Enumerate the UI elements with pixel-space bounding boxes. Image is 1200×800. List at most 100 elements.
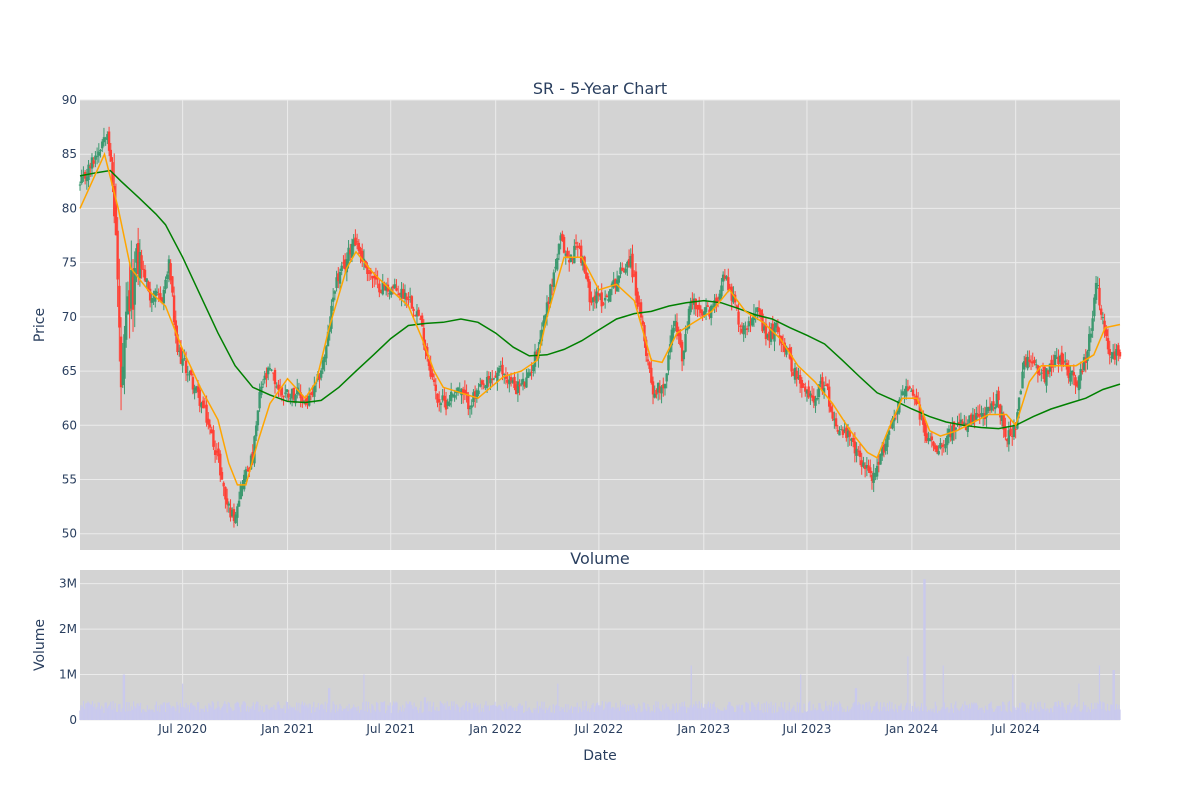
volume-bar bbox=[700, 703, 703, 720]
volume-bar bbox=[381, 702, 383, 720]
volume-bar bbox=[502, 711, 504, 720]
price-candle bbox=[1082, 357, 1086, 371]
price-candle bbox=[160, 297, 164, 304]
price-candle bbox=[720, 285, 723, 297]
price-candle bbox=[997, 390, 1000, 401]
price-candle bbox=[188, 372, 191, 374]
price-candle bbox=[147, 281, 150, 292]
volume-bar bbox=[781, 707, 784, 720]
volume-bar bbox=[207, 711, 209, 720]
volume-bar bbox=[659, 710, 662, 720]
volume-bar bbox=[537, 713, 540, 720]
price-candle bbox=[737, 311, 740, 325]
volume-bar bbox=[943, 702, 945, 720]
volume-bar bbox=[380, 701, 382, 720]
price-candle bbox=[290, 388, 294, 398]
price-candle bbox=[882, 444, 886, 453]
price-candle bbox=[200, 402, 203, 408]
price-candle bbox=[244, 469, 248, 479]
price-candle bbox=[826, 383, 829, 387]
volume-bar bbox=[585, 701, 587, 720]
volume-bar bbox=[920, 703, 923, 720]
volume-y-axis-label: Volume bbox=[32, 619, 48, 671]
volume-bar bbox=[244, 702, 246, 720]
volume-bar bbox=[318, 709, 321, 720]
price-candle bbox=[990, 403, 993, 411]
volume-bar bbox=[80, 705, 82, 720]
volume-bar bbox=[959, 708, 961, 720]
volume-bar bbox=[933, 712, 935, 720]
price-candle bbox=[870, 474, 874, 481]
volume-bar bbox=[738, 704, 740, 720]
price-candle bbox=[869, 467, 872, 474]
volume-bar bbox=[1069, 702, 1071, 720]
price-candle bbox=[270, 369, 273, 371]
price-candle bbox=[1098, 287, 1101, 306]
volume-bar bbox=[603, 708, 606, 720]
volume-bar bbox=[762, 712, 764, 720]
volume-bar bbox=[235, 702, 237, 720]
price-candle bbox=[906, 388, 910, 391]
price-candle bbox=[862, 462, 865, 467]
volume-bar bbox=[527, 708, 529, 720]
price-candle bbox=[763, 326, 766, 331]
volume-bar bbox=[356, 710, 358, 720]
price-candle bbox=[845, 427, 848, 438]
volume-bar bbox=[402, 704, 404, 720]
price-candle bbox=[349, 249, 352, 255]
volume-bar bbox=[90, 704, 93, 720]
price-candle bbox=[1058, 355, 1062, 362]
price-candle bbox=[631, 253, 634, 278]
volume-bar bbox=[285, 701, 288, 720]
volume-bar bbox=[145, 712, 147, 720]
volume-bar bbox=[583, 710, 585, 720]
volume-bar bbox=[260, 710, 262, 720]
price-candle bbox=[393, 284, 396, 289]
price-candle bbox=[867, 465, 870, 471]
volume-bar bbox=[184, 708, 186, 720]
volume-bar bbox=[225, 703, 227, 720]
price-candle bbox=[496, 372, 499, 382]
volume-bar bbox=[366, 711, 368, 720]
price-candle bbox=[212, 430, 215, 447]
price-candle bbox=[533, 351, 537, 367]
volume-bar bbox=[89, 704, 91, 720]
price-candle bbox=[648, 362, 651, 369]
volume-bar bbox=[194, 706, 196, 720]
price-candle bbox=[586, 276, 590, 282]
volume-bar bbox=[1085, 704, 1087, 720]
price-candle bbox=[1076, 381, 1079, 387]
price-candle bbox=[993, 406, 997, 410]
price-candle bbox=[886, 434, 889, 448]
volume-bar bbox=[691, 707, 693, 720]
volume-bar bbox=[687, 707, 689, 720]
volume-bar bbox=[825, 701, 827, 720]
volume-bar bbox=[812, 704, 814, 720]
volume-bar bbox=[93, 706, 95, 720]
price-candle bbox=[850, 438, 853, 441]
volume-bar bbox=[1048, 712, 1050, 720]
price-candle bbox=[1113, 351, 1117, 360]
price-candle bbox=[622, 270, 626, 272]
volume-bar bbox=[1055, 701, 1057, 720]
price-candle bbox=[325, 346, 328, 359]
price-candle bbox=[178, 350, 181, 352]
volume-bar bbox=[638, 703, 640, 720]
volume-bar bbox=[438, 710, 440, 720]
price-candle bbox=[595, 291, 598, 304]
volume-bar bbox=[997, 705, 999, 720]
volume-bar bbox=[818, 703, 820, 720]
price-candle bbox=[205, 404, 208, 423]
volume-bar bbox=[886, 703, 888, 720]
price-candle bbox=[350, 243, 354, 258]
price-candle bbox=[321, 360, 325, 370]
volume-bar bbox=[755, 710, 757, 720]
price-candle bbox=[136, 243, 140, 275]
price-candle bbox=[742, 325, 745, 335]
price-candle bbox=[552, 272, 556, 287]
volume-bar bbox=[706, 703, 708, 720]
price-candle bbox=[337, 273, 340, 282]
volume-bar bbox=[460, 707, 462, 720]
volume-bar bbox=[156, 710, 159, 720]
volume-bar bbox=[849, 709, 851, 720]
